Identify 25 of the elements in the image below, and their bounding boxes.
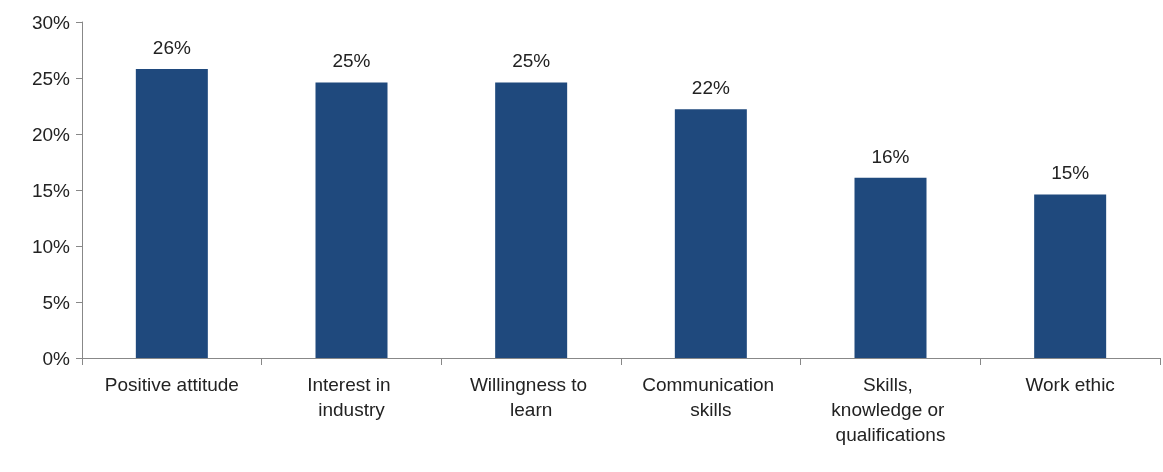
bar: [495, 82, 568, 358]
y-tick-label: 5%: [42, 291, 71, 313]
bar: [1034, 194, 1107, 358]
data-label: 26%: [152, 37, 191, 59]
y-tick-label: 25%: [31, 67, 71, 89]
y-tick-label: 30%: [31, 11, 71, 33]
data-label: 16%: [871, 145, 910, 167]
x-tick-label: Willingness to learn: [469, 374, 593, 420]
bar: [315, 82, 388, 358]
y-tick-label: 15%: [31, 179, 71, 201]
bar: [854, 177, 927, 358]
x-tick-label: Positive attitude: [104, 374, 239, 395]
bar: [135, 69, 208, 358]
data-label: 15%: [1051, 162, 1090, 184]
y-tick-label: 20%: [31, 123, 71, 145]
bar: [674, 109, 747, 358]
x-tick-label: Skills, knowledge or qualifications: [831, 374, 950, 445]
data-label: 25%: [332, 50, 371, 72]
data-label: 25%: [512, 50, 551, 72]
y-tick-label: 0%: [42, 347, 71, 369]
data-label: 22%: [691, 77, 730, 99]
y-tick-label: 10%: [31, 235, 71, 257]
x-tick-label: Communication skills: [642, 374, 780, 420]
x-tick-label: Interest in industry: [307, 374, 396, 420]
x-tick-label: Work ethic: [1025, 374, 1115, 395]
